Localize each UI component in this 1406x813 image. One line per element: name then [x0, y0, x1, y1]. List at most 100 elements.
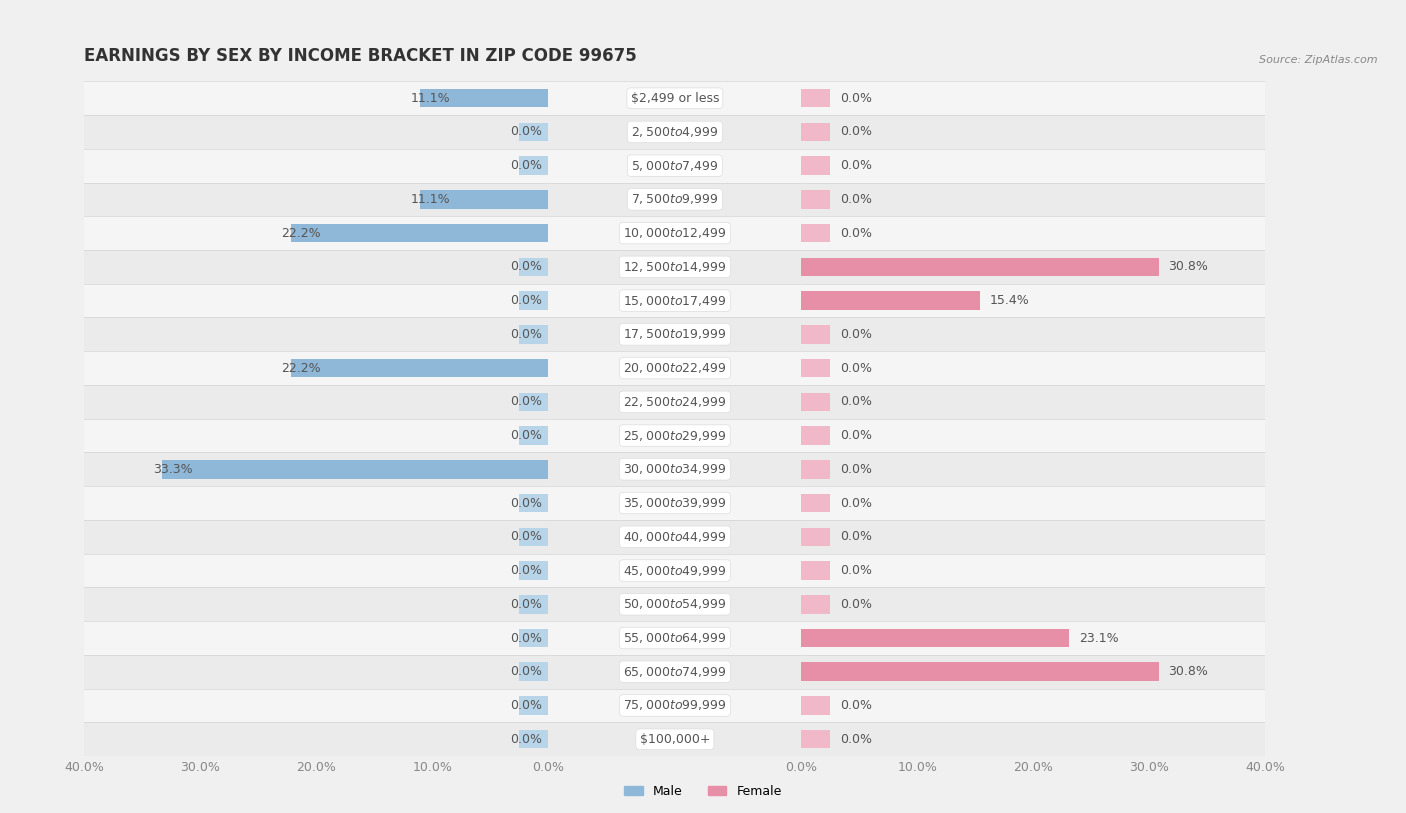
- Bar: [0, 452, 1406, 486]
- Text: $25,000 to $29,999: $25,000 to $29,999: [623, 428, 727, 442]
- Bar: [0, 621, 1406, 655]
- Text: $20,000 to $22,499: $20,000 to $22,499: [623, 361, 727, 375]
- Text: 0.0%: 0.0%: [839, 733, 872, 746]
- Bar: [0, 621, 1406, 655]
- Text: 0.0%: 0.0%: [510, 429, 543, 442]
- Text: 33.3%: 33.3%: [153, 463, 193, 476]
- Bar: [0, 520, 1406, 554]
- Text: 0.0%: 0.0%: [510, 598, 543, 611]
- Text: 0.0%: 0.0%: [839, 564, 872, 577]
- Bar: [0, 689, 1406, 722]
- Bar: [0, 419, 1406, 452]
- Text: 0.0%: 0.0%: [510, 497, 543, 510]
- Text: $2,500 to $4,999: $2,500 to $4,999: [631, 125, 718, 139]
- Bar: [0, 722, 1406, 756]
- Bar: [0, 722, 1406, 756]
- Text: EARNINGS BY SEX BY INCOME BRACKET IN ZIP CODE 99675: EARNINGS BY SEX BY INCOME BRACKET IN ZIP…: [84, 47, 637, 65]
- Text: $35,000 to $39,999: $35,000 to $39,999: [623, 496, 727, 510]
- Bar: [0, 284, 1406, 317]
- Bar: [0, 351, 1406, 385]
- Bar: [291, 359, 548, 377]
- Bar: [801, 359, 831, 377]
- Bar: [0, 587, 1406, 621]
- Bar: [801, 460, 831, 479]
- Legend: Male, Female: Male, Female: [619, 780, 787, 802]
- Bar: [0, 216, 1406, 250]
- Bar: [0, 317, 1406, 351]
- Bar: [291, 224, 548, 242]
- Bar: [801, 528, 831, 546]
- Bar: [0, 621, 1406, 655]
- Text: $55,000 to $64,999: $55,000 to $64,999: [623, 631, 727, 645]
- Bar: [0, 689, 1406, 722]
- Text: $30,000 to $34,999: $30,000 to $34,999: [623, 463, 727, 476]
- Bar: [0, 385, 1406, 419]
- Bar: [0, 317, 1406, 351]
- Bar: [801, 123, 831, 141]
- Text: 0.0%: 0.0%: [839, 463, 872, 476]
- Bar: [0, 182, 1406, 216]
- Bar: [801, 89, 831, 107]
- Bar: [0, 351, 1406, 385]
- Bar: [801, 325, 831, 344]
- Bar: [0, 182, 1406, 216]
- Bar: [519, 696, 548, 715]
- Text: $7,500 to $9,999: $7,500 to $9,999: [631, 193, 718, 207]
- Text: 30.8%: 30.8%: [1168, 665, 1208, 678]
- Text: $10,000 to $12,499: $10,000 to $12,499: [623, 226, 727, 240]
- Bar: [519, 325, 548, 344]
- Text: $100,000+: $100,000+: [640, 733, 710, 746]
- Text: 0.0%: 0.0%: [510, 632, 543, 645]
- Bar: [0, 216, 1406, 250]
- Bar: [0, 115, 1406, 149]
- Bar: [0, 385, 1406, 419]
- Bar: [0, 452, 1406, 486]
- Text: 0.0%: 0.0%: [510, 125, 543, 138]
- Text: 0.0%: 0.0%: [839, 159, 872, 172]
- Text: $5,000 to $7,499: $5,000 to $7,499: [631, 159, 718, 172]
- Text: 22.2%: 22.2%: [281, 362, 321, 375]
- Bar: [0, 689, 1406, 722]
- Bar: [801, 663, 1159, 681]
- Bar: [0, 419, 1406, 452]
- Text: 0.0%: 0.0%: [839, 699, 872, 712]
- Text: $2,499 or less: $2,499 or less: [631, 92, 718, 105]
- Text: 11.1%: 11.1%: [411, 193, 450, 206]
- Text: 0.0%: 0.0%: [510, 530, 543, 543]
- Bar: [0, 81, 1406, 115]
- Text: 15.4%: 15.4%: [990, 294, 1029, 307]
- Bar: [801, 291, 980, 310]
- Bar: [0, 149, 1406, 182]
- Bar: [0, 554, 1406, 587]
- Text: 0.0%: 0.0%: [510, 260, 543, 273]
- Text: 0.0%: 0.0%: [510, 159, 543, 172]
- Bar: [162, 460, 548, 479]
- Bar: [0, 250, 1406, 284]
- Bar: [0, 284, 1406, 317]
- Bar: [0, 81, 1406, 115]
- Text: $65,000 to $74,999: $65,000 to $74,999: [623, 665, 727, 679]
- Text: 0.0%: 0.0%: [510, 699, 543, 712]
- Bar: [0, 216, 1406, 250]
- Bar: [519, 663, 548, 681]
- Bar: [0, 351, 1406, 385]
- Text: 0.0%: 0.0%: [510, 294, 543, 307]
- Bar: [0, 520, 1406, 554]
- Bar: [801, 696, 831, 715]
- Bar: [0, 81, 1406, 115]
- Bar: [519, 595, 548, 614]
- Bar: [0, 452, 1406, 486]
- Text: 23.1%: 23.1%: [1078, 632, 1118, 645]
- Text: 0.0%: 0.0%: [839, 92, 872, 105]
- Bar: [0, 250, 1406, 284]
- Bar: [519, 123, 548, 141]
- Text: 0.0%: 0.0%: [839, 598, 872, 611]
- Text: $40,000 to $44,999: $40,000 to $44,999: [623, 530, 727, 544]
- Text: 0.0%: 0.0%: [510, 328, 543, 341]
- Bar: [0, 149, 1406, 182]
- Bar: [519, 730, 548, 749]
- Bar: [0, 520, 1406, 554]
- Bar: [0, 182, 1406, 216]
- Bar: [0, 486, 1406, 520]
- Text: 0.0%: 0.0%: [510, 733, 543, 746]
